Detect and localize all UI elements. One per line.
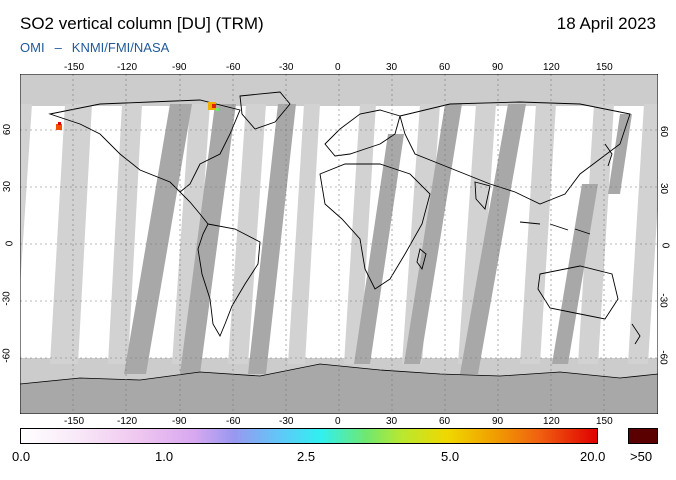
bottom-lon-tick: 90 xyxy=(492,416,504,427)
bottom-lon-tick: -30 xyxy=(279,416,294,427)
hotspot-arctic-core xyxy=(212,104,216,108)
top-lon-tick: 150 xyxy=(596,62,613,73)
top-lon-tick: 0 xyxy=(335,62,341,73)
right-lat-tick: 60 xyxy=(658,125,670,138)
bottom-lon-tick: 150 xyxy=(596,416,613,427)
bottom-lon-tick: 120 xyxy=(543,416,560,427)
bottom-lon-tick: 60 xyxy=(439,416,451,427)
right-lat-tick: 0 xyxy=(659,242,671,249)
so2-hotspots xyxy=(56,102,219,130)
colorbar-label: 1.0 xyxy=(155,449,174,464)
bottom-lon-tick: 30 xyxy=(386,416,398,427)
bottom-lon-tick: -90 xyxy=(172,416,187,427)
credit-separator: – xyxy=(54,40,62,55)
top-lon-tick: 30 xyxy=(386,62,398,73)
left-lat-tick: -60 xyxy=(1,348,13,363)
data-credit: OMI – KNMI/FMI/NASA xyxy=(20,40,169,55)
top-lon-tick: -120 xyxy=(117,62,138,73)
hotspot-alaska xyxy=(56,124,62,130)
top-lon-tick: -150 xyxy=(64,62,85,73)
coastlines xyxy=(48,91,641,345)
graticule xyxy=(20,74,658,414)
light-swath-stripes xyxy=(20,104,658,364)
left-lat-tick: 0 xyxy=(4,240,16,247)
colorbar-label: 2.5 xyxy=(297,449,316,464)
top-lon-tick: -30 xyxy=(279,62,294,73)
so2-world-map xyxy=(20,74,658,414)
date-label: 18 April 2023 xyxy=(556,14,656,33)
top-lon-tick: 60 xyxy=(439,62,451,73)
top-lon-tick: 120 xyxy=(543,62,560,73)
dark-swath-gaps xyxy=(124,104,632,374)
top-lon-tick: -90 xyxy=(172,62,187,73)
left-lat-tick: 30 xyxy=(2,180,14,193)
right-lat-tick: -60 xyxy=(657,350,669,365)
credit-omi: OMI xyxy=(20,40,45,55)
colorbar-label: >50 xyxy=(630,449,653,464)
colorbar-label: 0.0 xyxy=(12,449,31,464)
credit-agencies: KNMI/FMI/NASA xyxy=(71,40,170,55)
top-lon-tick: -60 xyxy=(226,62,241,73)
colorbar-gradient xyxy=(20,428,598,444)
left-lat-tick: 60 xyxy=(2,123,14,136)
colorbar-label: 20.0 xyxy=(580,449,606,464)
map-title: SO2 vertical column [DU] (TRM) xyxy=(20,14,264,33)
bottom-lon-tick: -120 xyxy=(117,416,138,427)
bottom-lon-tick: -60 xyxy=(226,416,241,427)
bottom-lon-tick: -150 xyxy=(64,416,85,427)
top-lon-tick: 90 xyxy=(492,62,504,73)
left-lat-tick: -30 xyxy=(1,291,13,306)
bottom-lon-tick: 0 xyxy=(335,416,341,427)
right-lat-tick: 30 xyxy=(658,182,670,195)
hotspot-alaska-core xyxy=(58,122,61,125)
right-lat-tick: -30 xyxy=(657,293,669,308)
colorbar-overflow-swatch xyxy=(628,428,658,444)
hotspot-arctic-edge xyxy=(216,108,219,111)
colorbar-label: 5.0 xyxy=(441,449,460,464)
